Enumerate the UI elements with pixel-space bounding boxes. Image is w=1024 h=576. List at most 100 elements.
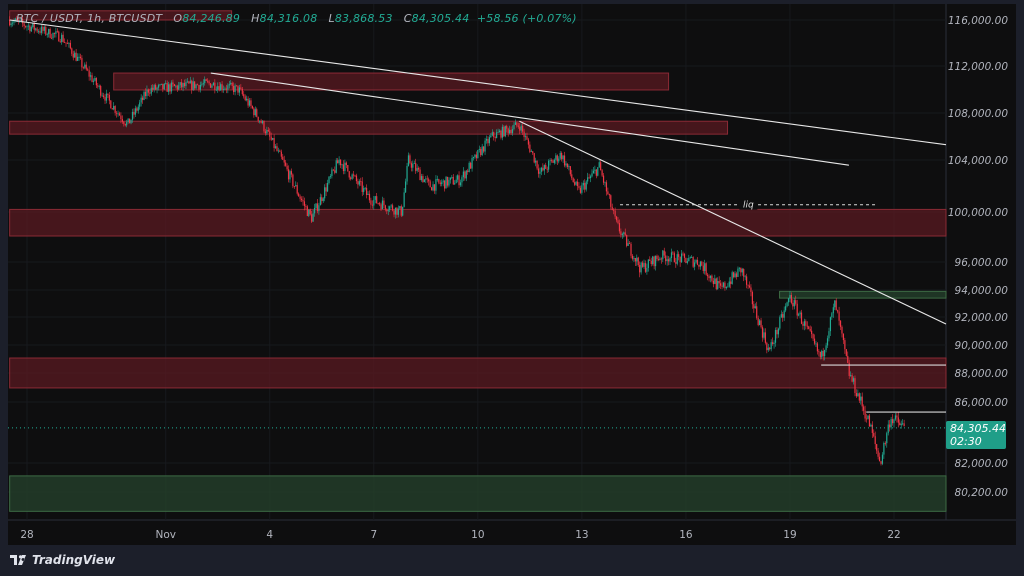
- candle-body: [36, 28, 38, 32]
- candle-body: [452, 176, 454, 185]
- candle-body: [471, 157, 473, 169]
- time-tick-label: Nov: [155, 529, 176, 541]
- candle-body: [259, 120, 261, 122]
- candle-body: [891, 419, 894, 424]
- time-tick-label: 16: [679, 529, 693, 541]
- candle-body: [156, 87, 158, 90]
- candle-body: [816, 343, 819, 352]
- candle-body: [536, 160, 538, 169]
- candle-body: [867, 415, 869, 419]
- symbol-label[interactable]: BTC / USDT, 1h, BTCUSDT: [16, 12, 163, 25]
- candle-body: [654, 255, 657, 267]
- candle-body: [743, 269, 745, 277]
- candle-body: [832, 307, 834, 314]
- candle-body: [276, 146, 278, 151]
- candle-body: [282, 156, 284, 160]
- price-tick-label: 108,000.00: [948, 108, 1008, 120]
- candle-body: [97, 85, 99, 87]
- candle-body: [641, 262, 644, 267]
- candle-body: [738, 267, 740, 269]
- candle-body: [45, 26, 47, 35]
- candle-body: [40, 26, 43, 33]
- candle-body: [776, 329, 778, 335]
- candle-body: [562, 155, 564, 160]
- candle-body: [118, 113, 121, 116]
- tradingview-logo[interactable]: TradingView: [10, 553, 115, 567]
- candle-body: [364, 187, 366, 189]
- candle-body: [462, 171, 464, 178]
- candle-body: [371, 204, 373, 206]
- candle-body: [19, 20, 21, 21]
- candle-body: [734, 273, 736, 278]
- candle-body: [481, 146, 483, 156]
- candle-body: [746, 276, 748, 285]
- candle-body: [824, 349, 826, 357]
- candle-body: [163, 83, 165, 90]
- candle-body: [53, 33, 56, 34]
- candle-body: [881, 454, 884, 464]
- candle-body: [124, 123, 126, 126]
- candle-body: [597, 167, 599, 176]
- candle-body: [30, 27, 32, 32]
- candle-body: [602, 175, 605, 183]
- candle-body: [640, 262, 642, 273]
- candle-body: [721, 285, 723, 287]
- candle-body: [793, 300, 795, 307]
- candle-body: [485, 138, 488, 141]
- candle-body: [367, 193, 369, 195]
- candle-body: [94, 77, 96, 81]
- candle-body: [607, 191, 609, 195]
- candle-body: [863, 406, 865, 411]
- candle-body: [397, 208, 399, 215]
- candle-body: [192, 81, 194, 90]
- supply-zone: [9, 10, 233, 21]
- candle-body: [712, 280, 714, 284]
- candle-body: [222, 88, 225, 90]
- candle-body: [496, 132, 498, 139]
- candle-body: [377, 203, 379, 205]
- candle-body: [514, 122, 517, 125]
- candle-body: [572, 178, 574, 183]
- candle-body: [35, 28, 37, 30]
- candle-body: [233, 85, 235, 93]
- candle-body: [748, 285, 751, 288]
- candle-body: [527, 139, 530, 145]
- candle-body: [363, 188, 365, 192]
- candle-body: [526, 136, 528, 140]
- candle-body: [821, 350, 823, 358]
- candle-body: [143, 91, 145, 100]
- candle-body: [63, 41, 66, 43]
- candle-body: [855, 392, 858, 397]
- candle-body: [134, 108, 136, 115]
- candle-body: [487, 138, 489, 144]
- candle-body: [516, 122, 518, 126]
- candle-body: [337, 160, 339, 164]
- candle-body: [779, 317, 781, 329]
- candle-body: [319, 197, 321, 206]
- candle-body: [610, 195, 612, 207]
- candle-body: [558, 158, 560, 162]
- candle-body: [438, 179, 440, 183]
- candle-body: [537, 168, 540, 174]
- candle-body: [589, 176, 592, 179]
- candle-body: [682, 253, 684, 255]
- candle-body: [165, 83, 167, 84]
- candle-body: [829, 317, 832, 332]
- candle-body: [153, 85, 155, 90]
- candle-body: [545, 165, 547, 169]
- candle-body: [795, 300, 797, 304]
- candle-body: [208, 81, 210, 84]
- open-value: 84,246.89: [182, 12, 241, 25]
- candle-body: [513, 124, 515, 130]
- candle-body: [172, 82, 174, 85]
- candle-body: [431, 187, 433, 191]
- candle-body: [409, 155, 411, 164]
- candle-body: [663, 250, 665, 256]
- candle-body: [298, 193, 300, 197]
- candle-body: [715, 278, 717, 290]
- price-chart[interactable]: liq 116,000.00 112,000.00 108,000.00 104,000…: [8, 4, 1016, 545]
- candle-body: [287, 169, 290, 180]
- candle-body: [868, 415, 871, 427]
- candle-body: [170, 82, 173, 92]
- candle-body: [254, 109, 256, 116]
